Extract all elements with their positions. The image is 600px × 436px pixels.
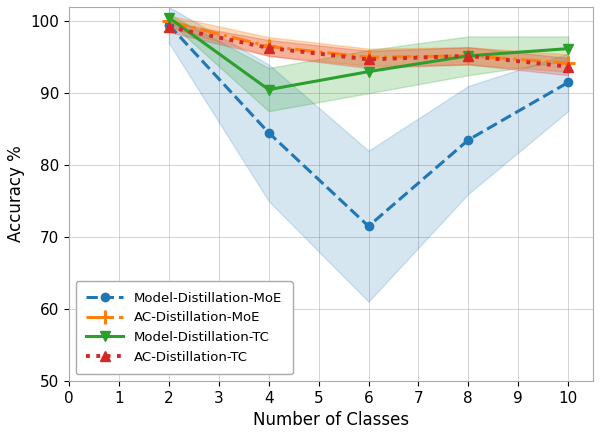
AC-Distillation-TC (465, 53, 472, 58)
Model-Distillation-TC (365, 69, 372, 74)
Line: Model-Distillation-TC: Model-Distillation-TC (164, 13, 573, 95)
Line: AC-Distillation-TC: AC-Distillation-TC (164, 22, 573, 72)
Model-Distillation-TC (265, 87, 272, 92)
AC-Distillation-TC (565, 64, 572, 69)
AC-Distillation-MoE (165, 19, 172, 24)
Line: AC-Distillation-MoE: AC-Distillation-MoE (162, 14, 575, 70)
Y-axis label: Accuracy %: Accuracy % (7, 146, 25, 242)
Model-Distillation-TC (165, 15, 172, 20)
AC-Distillation-MoE (565, 61, 572, 66)
AC-Distillation-MoE (265, 44, 272, 49)
Legend: Model-Distillation-MoE, AC-Distillation-MoE, Model-Distillation-TC, AC-Distillat: Model-Distillation-MoE, AC-Distillation-… (76, 281, 293, 374)
AC-Distillation-TC (265, 45, 272, 51)
Model-Distillation-MoE (265, 130, 272, 135)
Model-Distillation-TC (565, 46, 572, 51)
Model-Distillation-MoE (465, 137, 472, 143)
Model-Distillation-MoE (565, 80, 572, 85)
AC-Distillation-TC (165, 24, 172, 30)
X-axis label: Number of Classes: Number of Classes (253, 411, 409, 429)
Model-Distillation-TC (465, 53, 472, 58)
AC-Distillation-MoE (365, 54, 372, 60)
AC-Distillation-MoE (465, 53, 472, 58)
AC-Distillation-TC (365, 57, 372, 62)
Line: Model-Distillation-MoE: Model-Distillation-MoE (165, 21, 572, 230)
Model-Distillation-MoE (365, 224, 372, 229)
Model-Distillation-MoE (165, 22, 172, 27)
